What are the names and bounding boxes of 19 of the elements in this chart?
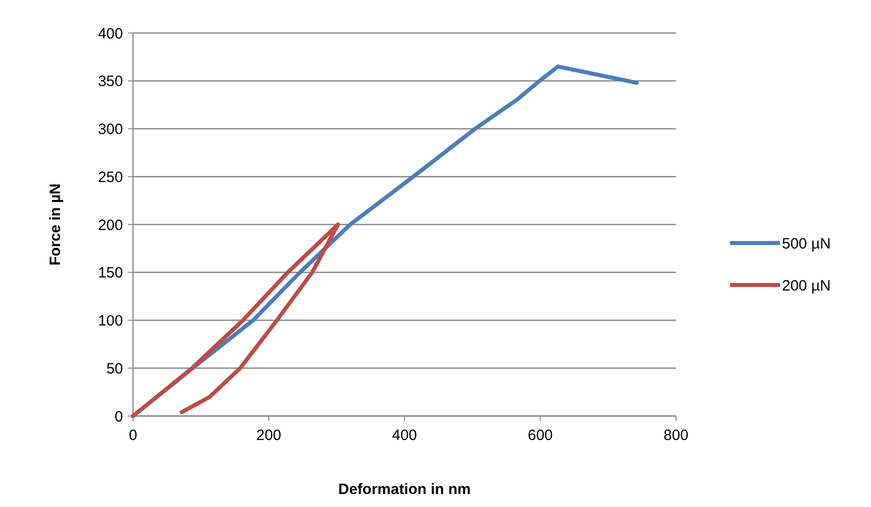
x-tick-label: 200: [256, 427, 282, 444]
line-series: [131, 222, 340, 418]
y-tick-label: 200: [98, 216, 123, 234]
y-tick-label: 100: [98, 312, 123, 330]
x-tick-label: 400: [392, 427, 418, 444]
y-tick-label: 300: [98, 121, 123, 138]
y-tick-label: 350: [98, 73, 123, 90]
legend-label: 500 µN: [782, 235, 831, 252]
x-tick-label: 600: [528, 427, 553, 444]
y-tick-label: 0: [114, 408, 123, 426]
x-tick-label: 800: [663, 427, 689, 444]
y-tick-label: 150: [98, 264, 123, 282]
y-tick-label: 400: [98, 25, 123, 42]
x-tick-label: 0: [128, 427, 138, 444]
legend-label: 200 µN: [782, 277, 831, 294]
y-tick-label: 50: [106, 360, 123, 378]
x-axis-title: Deformation in nm: [338, 481, 471, 498]
y-tick-label: 250: [98, 168, 123, 186]
y-axis-title: Force in µN: [47, 184, 64, 266]
